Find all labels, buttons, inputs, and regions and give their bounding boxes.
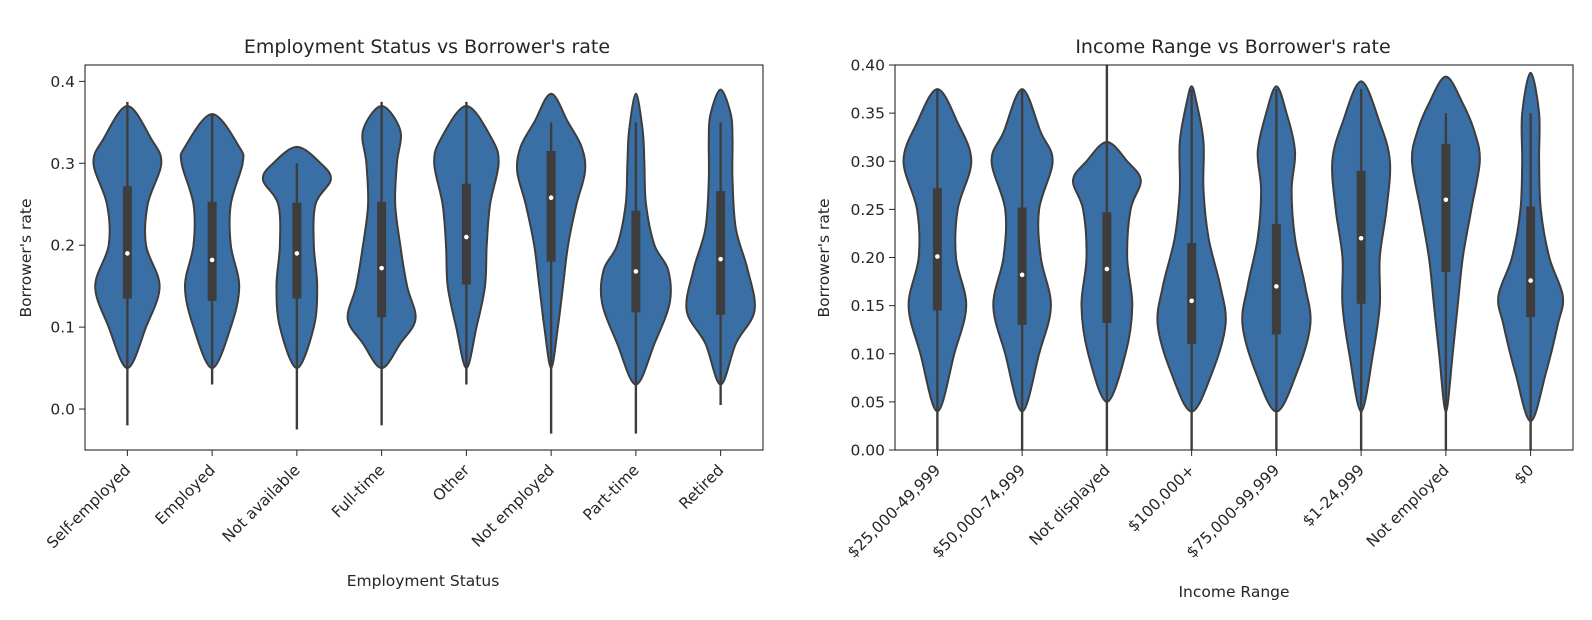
median-marker (935, 254, 940, 259)
x-tick-label: Not displayed (1026, 461, 1114, 549)
median-marker (379, 265, 384, 271)
y-tick-label: 0.2 (50, 237, 75, 255)
y-tick-label: 0.00 (850, 442, 885, 460)
x-tick-label: $100,000+ (1124, 461, 1198, 535)
median-marker (1104, 266, 1110, 272)
x-tick-label: Employed (152, 461, 219, 528)
median-marker (548, 195, 554, 201)
axes-frame (894, 64, 1574, 451)
chart-title: Income Range vs Borrower's rate (1075, 36, 1390, 58)
plot-area: 0.00 0.05 0.10 0.15 0.20 0.25 0.30 0.35 0.40 $25,… (844, 57, 1565, 561)
y-tick-label: 0.40 (850, 57, 885, 75)
median-marker (1528, 278, 1533, 283)
x-tick-label: Not available (219, 461, 304, 546)
x-tick-label: $25,000-49,999 (844, 461, 944, 561)
x-tick-label: Other (429, 461, 473, 505)
median-marker (294, 251, 300, 256)
median-marker (633, 269, 639, 274)
chart-title: Employment Status vs Borrower's rate (244, 36, 610, 58)
x-axis-label: Employment Status (347, 572, 500, 590)
median-marker (1358, 235, 1364, 241)
x-tick-label: $50,000-74,999 (929, 461, 1029, 561)
x-tick-label: Not employed (1363, 461, 1453, 551)
y-tick-label: 0.05 (850, 393, 885, 411)
x-tick-label: Self-employed (43, 461, 134, 552)
x-axis-label: Income Range (1178, 583, 1289, 601)
employment-status-chart: Employment Status vs Borrower's rate 0.0… (17, 36, 764, 590)
median-marker (464, 234, 469, 240)
y-tick-label: 0.25 (850, 201, 885, 219)
x-tick-label: Part-time (580, 461, 643, 524)
axes-frame (84, 64, 764, 451)
y-axis-label: Borrower's rate (815, 198, 833, 317)
y-tick-label: 0.10 (850, 345, 885, 363)
median-marker (1443, 197, 1449, 203)
y-tick-label: 0.20 (850, 249, 885, 267)
x-tick-label: $1-24,999 (1299, 461, 1368, 530)
y-axis-label: Borrower's rate (17, 198, 35, 317)
median-marker (1274, 284, 1279, 289)
median-marker (718, 256, 723, 262)
median-marker (125, 251, 130, 256)
x-tick-label: Retired (676, 461, 728, 513)
y-tick-label: 0.35 (850, 105, 885, 123)
y-tick-label: 0.1 (50, 319, 75, 337)
x-tick-label: Full-time (328, 461, 388, 521)
income-range-chart: Income Range vs Borrower's rate 0.00 0.05… (815, 36, 1574, 601)
median-marker (1019, 272, 1025, 278)
y-tick-label: 0.30 (850, 153, 885, 171)
y-tick-label: 0.3 (50, 155, 75, 173)
y-tick-label: 0.0 (50, 401, 75, 419)
y-tick-label: 0.15 (850, 297, 885, 315)
x-tick-label: $0 (1511, 461, 1538, 488)
median-marker (1189, 298, 1194, 304)
y-tick-label: 0.4 (50, 73, 75, 91)
x-tick-label: Not employed (468, 461, 558, 551)
x-tick-label: $75,000-99,999 (1183, 461, 1283, 561)
median-marker (209, 257, 215, 263)
